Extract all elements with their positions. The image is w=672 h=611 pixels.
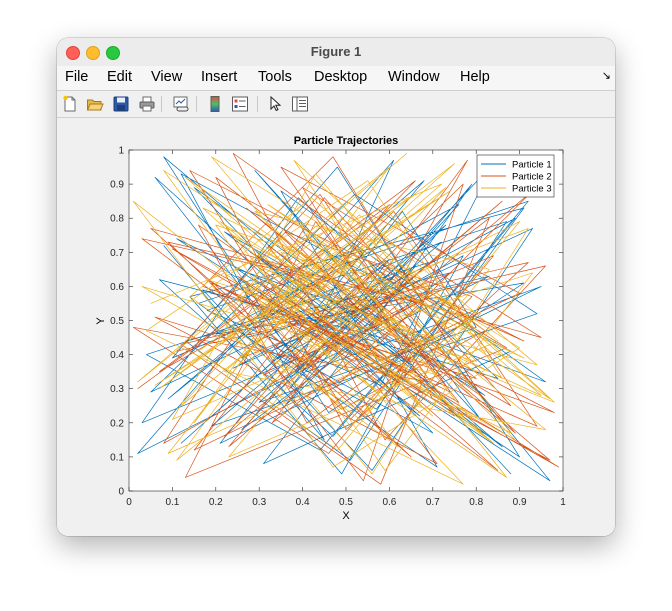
link-plot-icon[interactable] xyxy=(172,95,190,113)
legend-entry-label: Particle 3 xyxy=(512,184,552,195)
series-layer xyxy=(132,153,560,485)
y-tick-label: 0.7 xyxy=(110,248,124,259)
chart-title: Particle Trajectories xyxy=(294,135,399,147)
y-ticks: 0 0.1 0.2 0.3 0.4 0.5 0.6 0.7 0.8 0.9 1 xyxy=(110,146,563,498)
new-figure-icon[interactable] xyxy=(61,95,79,113)
series-line-particle-3[interactable] xyxy=(132,153,555,485)
x-tick-label: 0.5 xyxy=(339,497,353,508)
legend-entry-label: Particle 1 xyxy=(512,160,552,171)
x-tick-label: 0.1 xyxy=(165,497,179,508)
x-tick-label: 0.4 xyxy=(296,497,310,508)
toolbar-separator xyxy=(196,96,197,112)
save-icon[interactable] xyxy=(112,95,130,113)
plot-svg: 0 0.1 0.2 0.3 0.4 0.5 0.6 0.7 0.8 0.9 1 0 0.1 0.2 0.3… xyxy=(95,135,566,522)
y-tick-label: 0.3 xyxy=(110,384,124,395)
legend-entry-label: Particle 2 xyxy=(512,172,552,183)
x-ticks: 0 0.1 0.2 0.3 0.4 0.5 0.6 0.7 0.8 0.9 1 xyxy=(126,150,566,508)
property-inspector-icon[interactable] xyxy=(291,95,309,113)
x-tick-label: 0.3 xyxy=(252,497,266,508)
toolbar-separator xyxy=(161,96,162,112)
y-tick-label: 0.1 xyxy=(110,452,124,463)
y-tick-label: 0.2 xyxy=(110,418,124,429)
figure-window: Figure 1 File Edit View Insert Tools Des… xyxy=(57,38,615,536)
close-button[interactable] xyxy=(66,46,80,60)
y-axis-label: Y xyxy=(95,317,107,325)
x-tick-label: 0.8 xyxy=(469,497,483,508)
print-icon[interactable] xyxy=(138,95,156,113)
menu-bar: File Edit View Insert Tools Desktop Wind… xyxy=(57,66,615,91)
x-tick-label: 0.6 xyxy=(382,497,396,508)
menu-file[interactable]: File xyxy=(65,69,89,85)
menu-edit[interactable]: Edit xyxy=(107,69,132,85)
toolbar-separator xyxy=(257,96,258,112)
y-tick-label: 0.6 xyxy=(110,282,124,293)
x-axis-label: X xyxy=(342,510,350,522)
menu-help[interactable]: Help xyxy=(460,69,490,85)
y-tick-label: 0.9 xyxy=(110,180,124,191)
x-tick-label: 0 xyxy=(126,497,132,508)
window-title: Figure 1 xyxy=(310,44,362,59)
colorbar-icon[interactable] xyxy=(206,95,224,113)
maximize-button[interactable] xyxy=(106,46,120,60)
dock-figure-icon[interactable]: ↘ xyxy=(601,70,611,82)
menu-tools[interactable]: Tools xyxy=(258,69,292,85)
y-tick-label: 0.8 xyxy=(110,214,124,225)
x-tick-label: 1 xyxy=(560,497,566,508)
title-bar[interactable]: Figure 1 xyxy=(57,38,615,67)
x-tick-label: 0.2 xyxy=(209,497,223,508)
x-tick-label: 0.9 xyxy=(513,497,527,508)
y-tick-label: 1 xyxy=(118,146,124,157)
menu-insert[interactable]: Insert xyxy=(201,69,238,85)
y-tick-label: 0 xyxy=(118,487,124,498)
menu-desktop[interactable]: Desktop xyxy=(314,69,368,85)
y-tick-label: 0.5 xyxy=(110,316,124,327)
figure-canvas[interactable]: 0 0.1 0.2 0.3 0.4 0.5 0.6 0.7 0.8 0.9 1 0 0.1 0.2 0.3… xyxy=(57,118,615,536)
toolbar xyxy=(57,91,615,118)
x-tick-label: 0.7 xyxy=(426,497,440,508)
minimize-button[interactable] xyxy=(86,46,100,60)
pointer-icon[interactable] xyxy=(266,95,284,113)
menu-window[interactable]: Window xyxy=(388,69,440,85)
open-file-icon[interactable] xyxy=(86,95,104,113)
menu-view[interactable]: View xyxy=(151,69,183,85)
y-tick-label: 0.4 xyxy=(110,350,124,361)
legend-icon[interactable] xyxy=(231,95,249,113)
